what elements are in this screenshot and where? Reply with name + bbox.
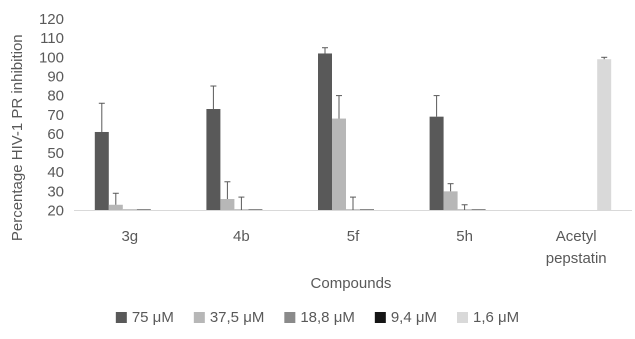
bar xyxy=(94,131,109,211)
x-axis-title: Compounds xyxy=(311,275,392,292)
x-tick-label: Acetyl pepstatin xyxy=(546,228,607,267)
y-tick-label: 30 xyxy=(47,183,64,200)
legend-label: 9,4 μM xyxy=(391,309,437,326)
bars xyxy=(94,47,612,211)
legend-label: 75 μM xyxy=(132,309,174,326)
x-tick-label: 5f xyxy=(347,228,360,245)
y-tick-label: 50 xyxy=(47,145,64,162)
y-tick-label: 40 xyxy=(47,164,64,181)
x-tick-label: 5h xyxy=(456,228,473,245)
legend-swatch xyxy=(115,312,127,323)
bar xyxy=(429,116,444,211)
x-axis-tick-labels: 3g 4b 5f 5h Acetyl pepstatin xyxy=(121,228,606,267)
y-axis-ticks: 20 30 40 50 60 70 80 90 100 110 120 xyxy=(39,11,64,220)
y-tick-label: 120 xyxy=(39,11,64,28)
bar xyxy=(443,191,458,211)
legend-label: 37,5 μM xyxy=(210,309,265,326)
y-tick-label: 90 xyxy=(47,68,64,85)
legend-swatch xyxy=(193,312,205,323)
y-tick-label: 20 xyxy=(47,203,64,220)
bar xyxy=(108,204,123,211)
legend-swatch xyxy=(374,312,386,323)
y-tick-label: 60 xyxy=(47,126,64,143)
legend: 75 μM 37,5 μM 18,8 μM 9,4 μM 1,6 μM xyxy=(115,309,519,326)
y-tick-label: 80 xyxy=(47,88,64,105)
y-axis-title: Percentage HIV-1 PR inhibition xyxy=(9,34,26,241)
bar xyxy=(332,118,346,211)
bar xyxy=(597,59,612,211)
y-tick-label: 70 xyxy=(47,107,64,124)
y-tick-label: 110 xyxy=(40,30,64,47)
legend-label: 1,6 μM xyxy=(473,309,519,326)
bar xyxy=(220,199,235,211)
bar xyxy=(318,53,332,211)
legend-swatch xyxy=(457,312,468,323)
legend-label: 18,8 μM xyxy=(300,309,355,326)
x-tick-label: 4b xyxy=(233,228,250,245)
legend-swatch xyxy=(284,312,296,323)
x-tick-label: 3g xyxy=(121,228,138,245)
bar xyxy=(206,109,221,211)
y-tick-label: 100 xyxy=(39,49,64,66)
